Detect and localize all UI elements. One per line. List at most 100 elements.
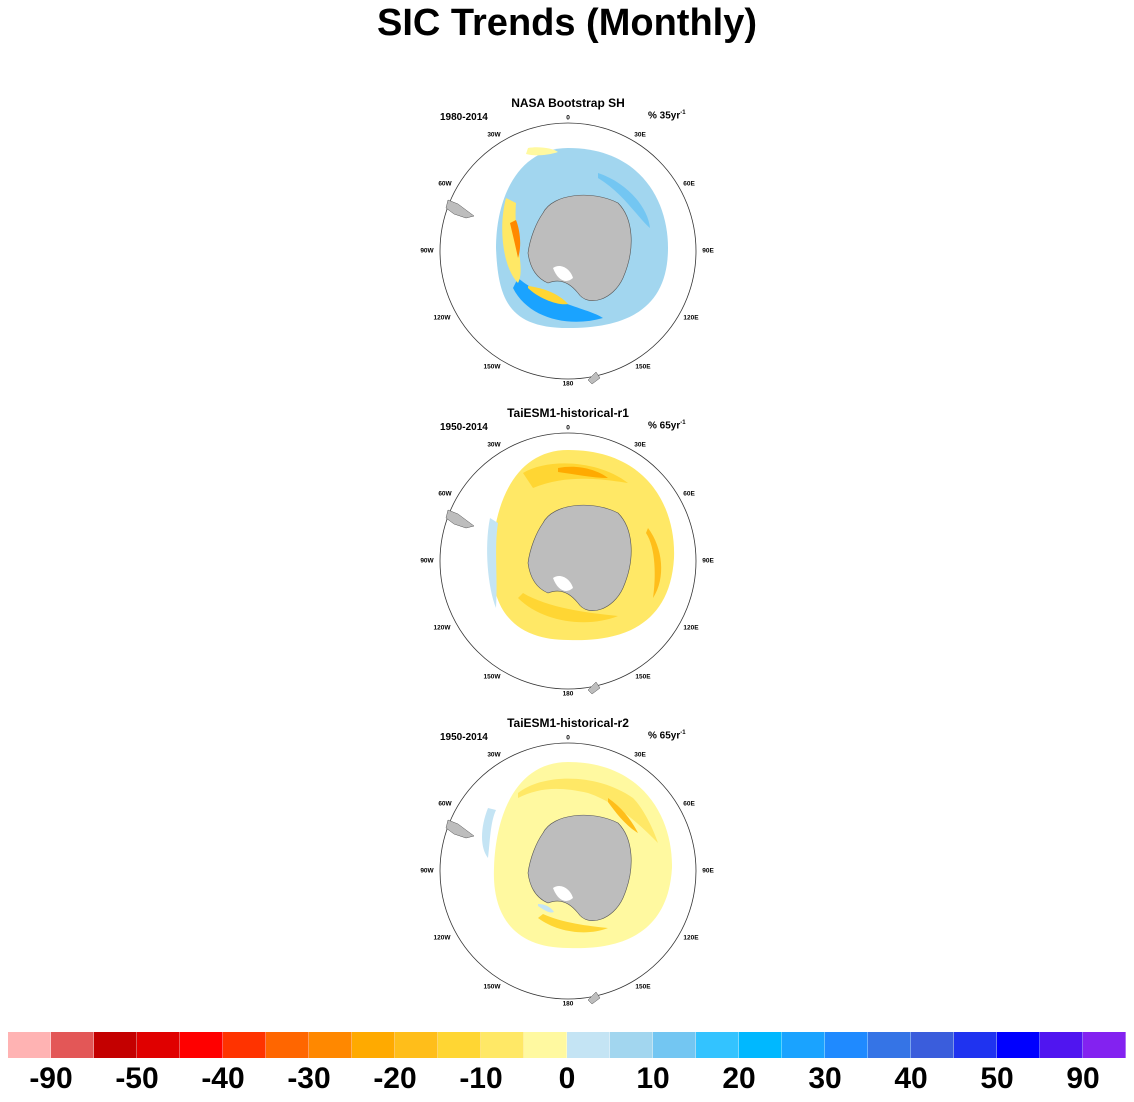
lon-label-150w: 150W — [483, 673, 501, 681]
lon-label-180: 180 — [562, 380, 574, 388]
map-panel-taiesm1-r2: TaiESM1-historical-r2 1950-2014 % 65yr-1… — [418, 716, 718, 1038]
colorbar-swatch — [868, 1032, 911, 1058]
lon-label-150w: 150W — [483, 983, 501, 991]
sea-ice-trend-positive-west — [482, 808, 496, 858]
colorbar-swatch — [1083, 1032, 1126, 1058]
colorbar-swatch — [481, 1032, 524, 1058]
colorbar-swatch — [395, 1032, 438, 1058]
map-panel-nasa-bootstrap: NASA Bootstrap SH 1980-2014 % 35yr-1 0 3… — [418, 96, 718, 418]
colorbar-swatch — [739, 1032, 782, 1058]
colorbar-tick-label: 90 — [1066, 1062, 1100, 1095]
lon-label-60e: 60E — [683, 490, 695, 498]
colorbar-swatch — [180, 1032, 223, 1058]
lon-label-120e: 120E — [683, 314, 699, 322]
units-exponent: -1 — [680, 420, 686, 426]
colorbar-swatch — [610, 1032, 653, 1058]
south-america-tip — [445, 819, 475, 839]
colorbar-swatch — [438, 1032, 481, 1058]
ross-ice-shelf — [553, 576, 573, 591]
lon-label-0: 0 — [566, 114, 570, 122]
lon-label-90e: 90E — [702, 867, 714, 875]
sea-ice-trend-moderate-negative — [518, 778, 658, 843]
antarctica-landmass — [527, 814, 632, 921]
period-label: 1980-2014 — [440, 112, 488, 123]
units-label: % 35yr-1 — [648, 110, 686, 121]
colorbar — [8, 1032, 1126, 1060]
lon-label-30e: 30E — [634, 751, 646, 759]
lon-label-30w: 30W — [487, 751, 501, 759]
lon-label-30w: 30W — [487, 131, 501, 139]
polar-map — [439, 742, 697, 1005]
colorbar-tick-label: -50 — [115, 1062, 159, 1095]
sea-ice-trend-negative-east — [646, 528, 662, 598]
colorbar-swatch — [825, 1032, 868, 1058]
units-text: % 35yr — [648, 110, 681, 122]
colorbar-swatch — [94, 1032, 137, 1058]
lon-label-180: 180 — [562, 1000, 574, 1008]
lon-label-90e: 90E — [702, 247, 714, 255]
colorbar-swatch — [911, 1032, 954, 1058]
colorbar-swatch — [51, 1032, 94, 1058]
colorbar-tick-label: 50 — [980, 1062, 1014, 1095]
colorbar-labels: -90 -50 -40 -30 -20 -10 0 10 20 30 40 50 90 — [0, 1062, 1134, 1102]
colorbar-swatch — [782, 1032, 825, 1058]
colorbar-tick-label: 0 — [558, 1062, 576, 1095]
sea-ice-trend-negative-north — [526, 147, 558, 156]
lon-label-150w: 150W — [483, 363, 501, 371]
sea-ice-trend-strong-negative — [510, 220, 521, 258]
lon-label-120w: 120W — [433, 624, 451, 632]
units-label: % 65yr-1 — [648, 420, 686, 431]
units-exponent: -1 — [680, 730, 686, 736]
lon-label-60e: 60E — [683, 800, 695, 808]
units-label: % 65yr-1 — [648, 730, 686, 741]
new-zealand-tip — [587, 991, 601, 1005]
period-label: 1950-2014 — [440, 422, 488, 433]
lon-label-0: 0 — [566, 424, 570, 432]
lon-label-90w: 90W — [420, 557, 434, 565]
ross-ice-shelf — [553, 886, 573, 901]
sea-ice-trend-moderate-negative — [523, 463, 628, 488]
new-zealand-tip — [587, 681, 601, 695]
colorbar-tick-label: 30 — [808, 1062, 842, 1095]
sea-ice-trend-strong-negative — [608, 798, 638, 833]
antarctica-landmass — [527, 504, 632, 611]
colorbar-swatch — [653, 1032, 696, 1058]
colorbar-tick-label: -30 — [287, 1062, 331, 1095]
lon-label-30e: 30E — [634, 441, 646, 449]
lon-label-120e: 120E — [683, 934, 699, 942]
lon-label-60w: 60W — [438, 180, 452, 188]
polar-map — [439, 432, 697, 695]
new-zealand-tip — [587, 371, 601, 385]
sea-ice-trend-negative-south — [518, 593, 618, 623]
lon-label-60w: 60W — [438, 490, 452, 498]
colorbar-tick-label: -10 — [459, 1062, 503, 1095]
colorbar-tick-label: 40 — [894, 1062, 928, 1095]
lon-label-120w: 120W — [433, 314, 451, 322]
lon-label-120e: 120E — [683, 624, 699, 632]
lon-label-0: 0 — [566, 734, 570, 742]
sea-ice-trend-positive-amundsen — [538, 904, 554, 913]
sea-ice-trend-negative-amundsen — [528, 286, 568, 305]
colorbar-swatch — [266, 1032, 309, 1058]
colorbar-swatch — [954, 1032, 997, 1058]
units-exponent: -1 — [680, 110, 686, 116]
colorbar-swatch — [567, 1032, 610, 1058]
south-america-tip — [445, 199, 475, 219]
sea-ice-trend-negative-west — [502, 198, 521, 283]
lon-label-150e: 150E — [635, 983, 651, 991]
colorbar-swatch — [352, 1032, 395, 1058]
colorbar-tick-label: -40 — [201, 1062, 245, 1095]
units-text: % 65yr — [648, 420, 681, 432]
colorbar-swatch — [696, 1032, 739, 1058]
period-label: 1950-2014 — [440, 732, 488, 743]
sea-ice-trend-strong-positive — [513, 278, 603, 322]
lon-label-60e: 60E — [683, 180, 695, 188]
lon-label-60w: 60W — [438, 800, 452, 808]
colorbar-tick-label: 20 — [722, 1062, 756, 1095]
panel-title: TaiESM1-historical-r2 — [507, 716, 629, 730]
colorbar-tick-label: -20 — [373, 1062, 417, 1095]
sea-ice-trend-positive-east — [598, 173, 650, 228]
lon-label-150e: 150E — [635, 673, 651, 681]
colorbar-swatch — [223, 1032, 266, 1058]
colorbar-swatch — [524, 1032, 567, 1058]
